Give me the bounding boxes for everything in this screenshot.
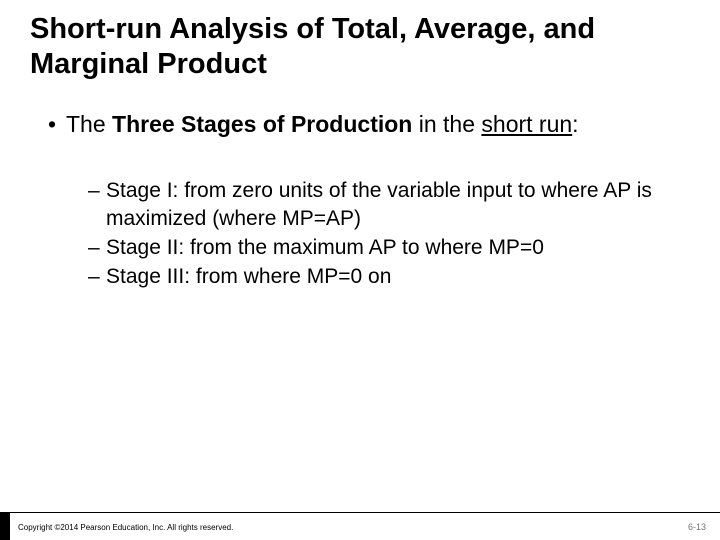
dash-marker: – (88, 234, 106, 261)
footer-accent-bar (0, 512, 10, 540)
copyright-text: Copyright ©2014 Pearson Education, Inc. … (18, 523, 233, 532)
sub-bullet-1-text: Stage I: from zero units of the variable… (106, 179, 652, 229)
bullet-marker: • (48, 110, 66, 140)
dash-marker: – (88, 177, 106, 204)
sub-bullet-list: – Stage I: from zero units of the variab… (88, 177, 690, 290)
slide: Short-run Analysis of Total, Average, an… (0, 0, 720, 540)
slide-title: Short-run Analysis of Total, Average, an… (30, 12, 690, 82)
footer: Copyright ©2014 Pearson Education, Inc. … (0, 512, 720, 540)
main-bullet-text-leading: The (66, 111, 112, 137)
main-bullet-bold: Three Stages of Production (112, 111, 412, 137)
main-bullet-underline: short run (481, 111, 572, 137)
sub-bullet-2-text: Stage II: from the maximum AP to where M… (106, 236, 544, 259)
main-bullet: • The Three Stages of Production in the … (48, 110, 690, 140)
page-number: 6-13 (688, 522, 706, 532)
main-bullet-mid: in the (412, 111, 481, 137)
sub-bullet-2: – Stage II: from the maximum AP to where… (88, 234, 690, 261)
dash-marker: – (88, 263, 106, 290)
sub-bullet-3-text: Stage III: from where MP=0 on (106, 265, 391, 288)
sub-bullet-3: – Stage III: from where MP=0 on (88, 263, 690, 290)
sub-bullet-1: – Stage I: from zero units of the variab… (88, 177, 690, 232)
main-bullet-trail: : (572, 111, 578, 137)
